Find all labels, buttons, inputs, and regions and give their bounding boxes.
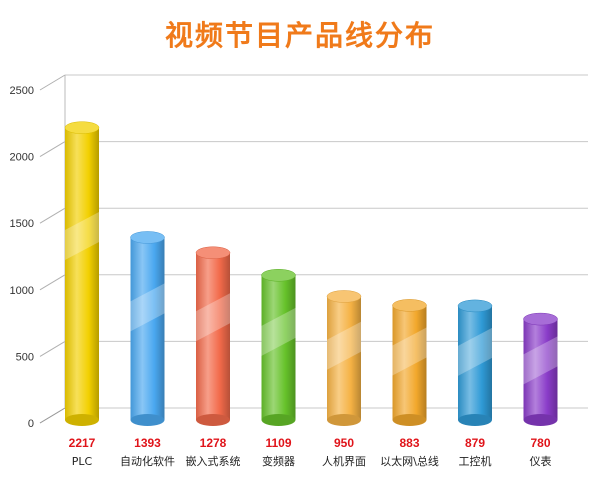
value-label: 883 <box>399 436 419 450</box>
bar-1 <box>130 231 165 426</box>
bar-5 <box>392 299 427 426</box>
bar-3 <box>261 269 296 426</box>
y-tick-label: 1500 <box>10 218 34 230</box>
value-label: 1278 <box>200 436 227 450</box>
y-tick-label: 0 <box>28 418 34 430</box>
category-label: 工控机 <box>459 454 492 468</box>
category-label: 自动化软件 <box>120 454 175 468</box>
y-tick-label: 2000 <box>10 152 34 164</box>
value-label: 950 <box>334 436 354 450</box>
category-label: 人机界面 <box>322 454 366 468</box>
grid-diag-4 <box>39 141 66 158</box>
bar-6 <box>457 299 493 426</box>
value-label: 780 <box>530 436 550 450</box>
grid-diag-1 <box>39 340 66 357</box>
category-label: 以太网\总线 <box>380 454 439 468</box>
grid-diag-5 <box>39 74 66 91</box>
labels: 2217 PLC 1393 自动化软件 1278 嵌入式系统 1109 变频器 950 人机界面 8… <box>69 436 552 468</box>
category-label: 嵌入式系统 <box>186 455 241 468</box>
category-label: PLC <box>72 455 93 468</box>
bars <box>64 121 558 426</box>
y-axis: 0 500 1000 1500 2000 2500 <box>10 85 34 430</box>
grid-diag-2 <box>39 274 66 291</box>
value-label: 2217 <box>69 436 96 450</box>
value-label: 1393 <box>134 436 161 450</box>
grid-diag-3 <box>39 207 66 224</box>
value-label: 879 <box>465 436 485 450</box>
bar-0 <box>64 121 100 426</box>
axis-base <box>39 407 66 424</box>
bar-4 <box>326 290 362 426</box>
y-tick-label: 500 <box>16 351 34 363</box>
value-label: 1109 <box>265 436 291 450</box>
category-label: 变频器 <box>262 454 295 468</box>
chart-title: 视频节目产品线分布 <box>164 19 435 52</box>
category-label: 仪表 <box>530 454 552 468</box>
bar-2 <box>195 246 231 426</box>
bar-7 <box>523 312 558 426</box>
grid-lines <box>39 74 588 424</box>
y-tick-label: 1000 <box>10 285 34 297</box>
y-tick-label: 2500 <box>10 85 34 97</box>
